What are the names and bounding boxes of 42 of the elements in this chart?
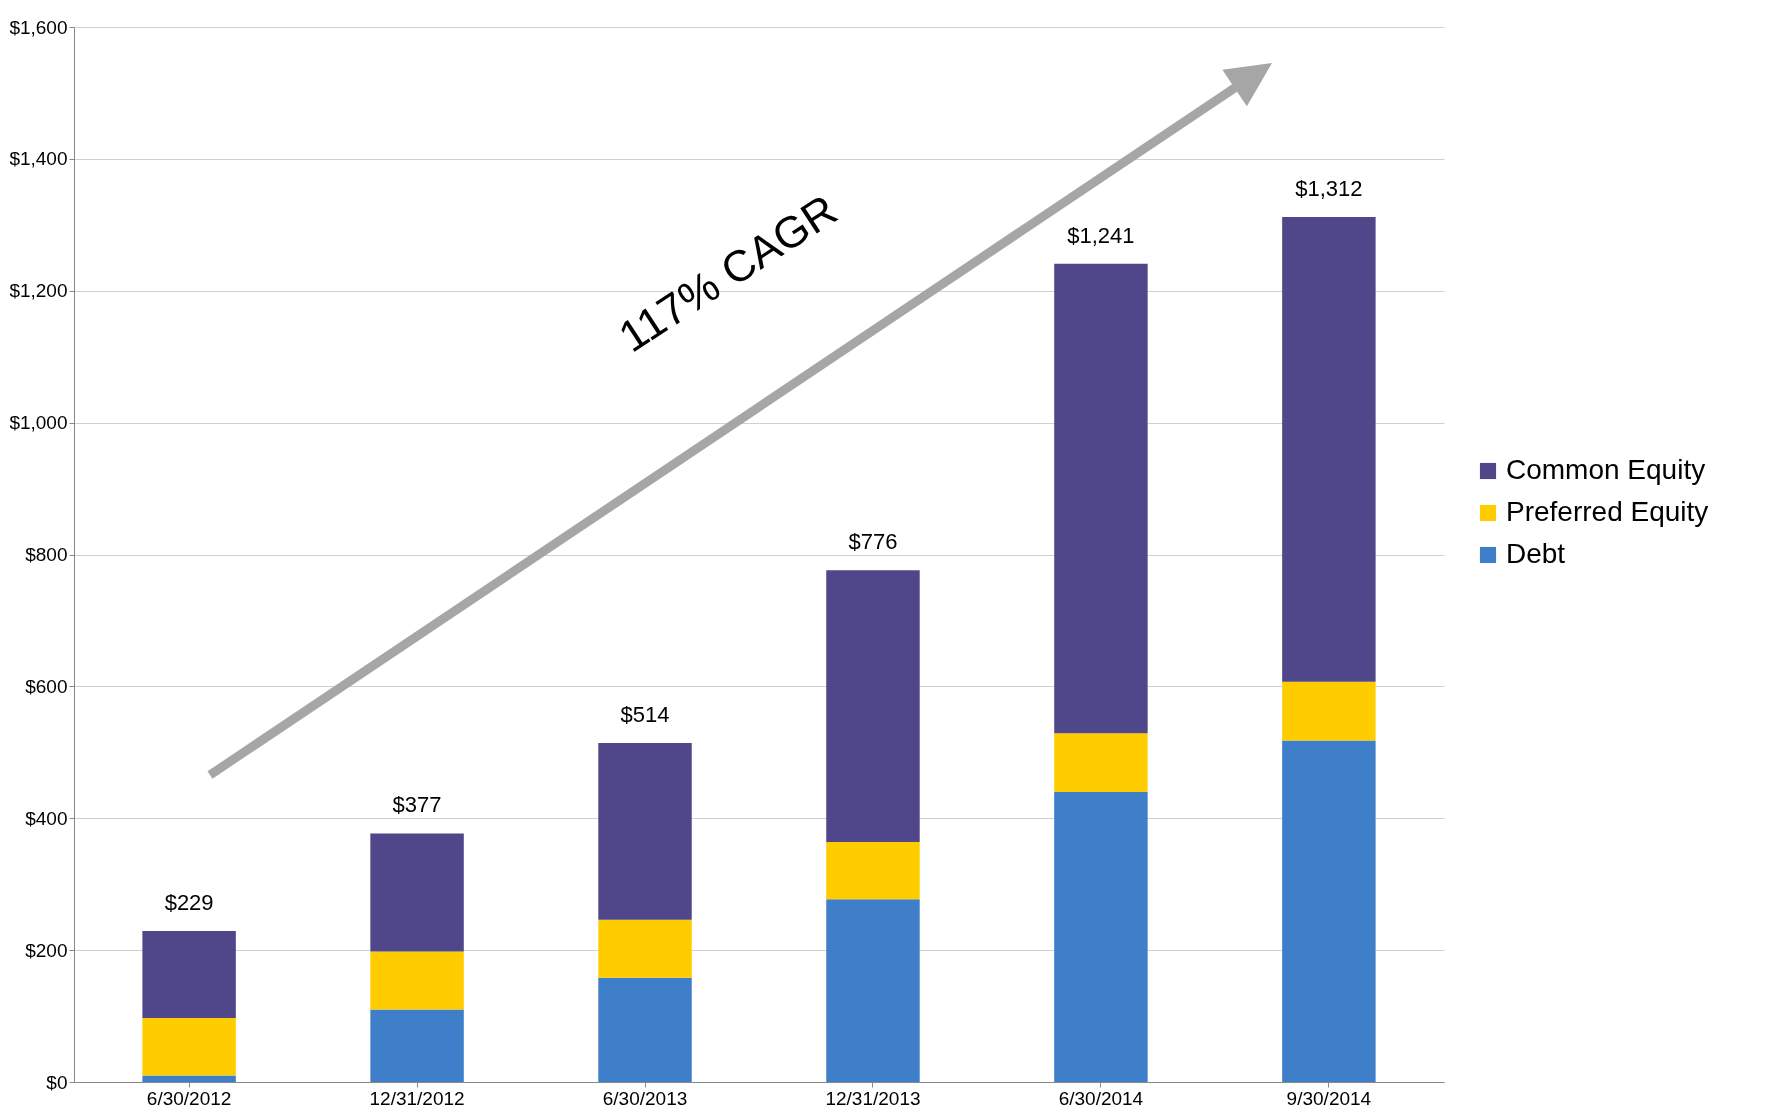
y-tick-label: $1,200 bbox=[9, 280, 68, 302]
bar bbox=[370, 951, 464, 1010]
bar bbox=[142, 1075, 236, 1082]
bar bbox=[598, 919, 692, 978]
bar bbox=[826, 570, 920, 842]
bar bbox=[598, 977, 692, 1082]
bar bbox=[826, 899, 920, 1082]
legend-label: Common Equity bbox=[1506, 454, 1706, 485]
total-label: $229 bbox=[164, 890, 214, 915]
x-tick-label: 6/30/2012 bbox=[146, 1087, 232, 1109]
y-tick-label: $1,400 bbox=[9, 148, 68, 170]
x-tick-label: 12/31/2012 bbox=[369, 1087, 465, 1109]
x-tick-label: 6/30/2014 bbox=[1058, 1087, 1144, 1109]
bar bbox=[1282, 740, 1376, 1082]
bar bbox=[598, 743, 692, 920]
y-tick-label: $200 bbox=[25, 939, 68, 961]
total-label: $377 bbox=[392, 792, 442, 818]
y-tick-label: $800 bbox=[25, 544, 68, 565]
total-label: $514 bbox=[620, 702, 670, 728]
bar bbox=[142, 1018, 236, 1076]
y-tick-label: $0 bbox=[46, 1071, 68, 1093]
x-tick-label: 12/31/2013 bbox=[825, 1087, 921, 1109]
total-label: $1,241 bbox=[1067, 222, 1135, 248]
bar bbox=[370, 1009, 464, 1082]
bar bbox=[370, 833, 464, 952]
bar bbox=[1054, 733, 1148, 792]
x-tick-label: 9/30/2014 bbox=[1286, 1087, 1372, 1109]
bar bbox=[142, 931, 236, 1019]
legend-label: Preferred Equity bbox=[1506, 496, 1709, 527]
y-tick-label: $1,600 bbox=[9, 16, 68, 38]
y-tick-label: $1,000 bbox=[9, 412, 68, 434]
bar bbox=[826, 841, 920, 900]
y-tick-label: $400 bbox=[25, 807, 68, 829]
bar bbox=[1054, 263, 1148, 734]
bar bbox=[1282, 681, 1376, 741]
x-tick-label: 6/30/2013 bbox=[602, 1087, 688, 1109]
bar bbox=[1282, 216, 1376, 682]
bar bbox=[1054, 791, 1148, 1082]
y-tick-label: $600 bbox=[25, 675, 68, 697]
legend-label: Debt bbox=[1506, 538, 1566, 569]
total-label: $776 bbox=[848, 529, 898, 555]
total-label: $1,312 bbox=[1295, 175, 1363, 201]
